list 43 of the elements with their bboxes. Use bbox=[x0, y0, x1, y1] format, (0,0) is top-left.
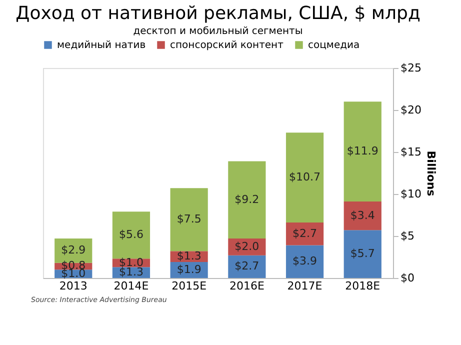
x-tick-label: 2016E bbox=[229, 280, 264, 292]
text: $11.9 bbox=[346, 144, 378, 158]
text: $1.9 bbox=[176, 263, 202, 276]
y-tick-label: $25 bbox=[400, 62, 422, 74]
text: $2.7 bbox=[292, 226, 318, 240]
bar bbox=[228, 161, 266, 239]
x-tick-label: 2014E bbox=[114, 280, 149, 292]
x-tick-label: 2017E bbox=[287, 280, 322, 292]
legend-label: соцмедиа bbox=[308, 40, 360, 51]
bar bbox=[112, 212, 150, 259]
text: $9.2 bbox=[234, 192, 260, 206]
chart-subtitle: десктоп и мобильный сегменты bbox=[133, 26, 303, 37]
y-tick-label: $10 bbox=[400, 188, 422, 200]
text: $1.3 bbox=[176, 250, 202, 263]
text: $2.7 bbox=[234, 260, 260, 273]
bar bbox=[170, 188, 208, 252]
x-tick-label: 2013 bbox=[59, 280, 88, 292]
text: $0.8 bbox=[61, 259, 86, 272]
text: $5.6 bbox=[118, 228, 144, 242]
text: $2.0 bbox=[234, 240, 260, 253]
y-axis-title: Billions bbox=[424, 150, 438, 197]
legend-label: медийный натив bbox=[57, 40, 146, 51]
text: $10.7 bbox=[289, 170, 321, 184]
bar bbox=[286, 222, 324, 246]
y-tick-label: $20 bbox=[400, 104, 422, 116]
text: $3.9 bbox=[292, 254, 318, 268]
legend-label: спонсорский контент bbox=[170, 40, 284, 51]
x-tick-label: 2018E bbox=[345, 280, 380, 292]
bar bbox=[344, 202, 382, 230]
x-tick-label: 2015E bbox=[172, 280, 207, 292]
text: $7.5 bbox=[176, 212, 202, 226]
text: $3.4 bbox=[350, 208, 375, 222]
bar bbox=[228, 255, 266, 278]
bar bbox=[344, 102, 382, 202]
y-tick-label: $5 bbox=[400, 230, 414, 242]
y-tick-label: $15 bbox=[400, 146, 422, 158]
chart-title: Доход от нативной рекламы, США, $ млрд bbox=[16, 3, 420, 24]
text: $2.9 bbox=[61, 244, 86, 257]
y-tick-label: $0 bbox=[400, 272, 414, 284]
bar bbox=[286, 245, 324, 278]
bar bbox=[286, 132, 324, 223]
bar bbox=[344, 230, 382, 278]
text: $5.7 bbox=[350, 247, 375, 260]
